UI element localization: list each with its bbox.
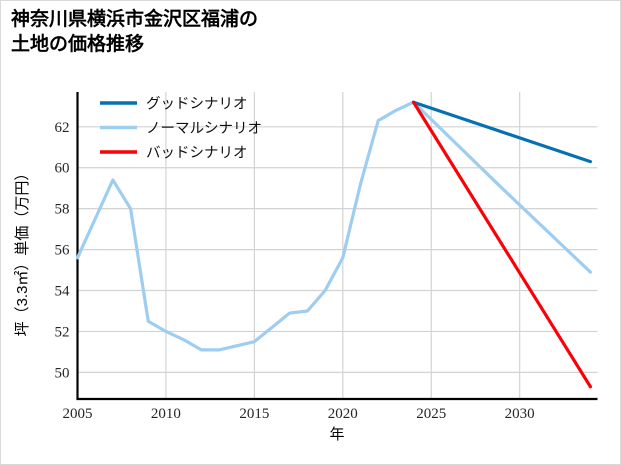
axis-spines [76,92,598,401]
y-tick-label: 50 [55,365,70,381]
y-tick-label: 62 [55,120,70,136]
x-tick-label: 2005 [63,406,93,422]
y-axis-title: 坪（3.3㎡）単価（万円） [14,166,31,337]
legend-label-bad: バッドシナリオ [146,146,248,162]
legend-label-normal: ノーマルシナリオ [146,121,262,137]
y-tick-label: 54 [55,284,71,300]
series-line-normal [75,100,593,352]
x-tick-label: 2020 [328,406,358,422]
y-tick-label: 56 [55,243,71,259]
x-gridlines-group [76,92,521,399]
series-line-bad [411,100,593,389]
x-axis-title: 年 [329,426,344,443]
x-tick-label: 2010 [151,406,181,422]
legend-label-good: グッドシナリオ [146,96,248,113]
y-axis-tick-labels: 50 52 54 56 58 60 62 [55,120,71,382]
x-tick-label: 2015 [239,406,269,422]
y-tick-label: 58 [55,202,70,218]
series-line-good [411,100,593,164]
y-tick-label: 52 [55,324,70,340]
x-tick-label: 2025 [416,406,446,422]
x-tick-label: 2030 [505,406,535,422]
data-series-group [75,100,593,389]
axis-spine [76,92,598,401]
y-tick-label: 60 [55,161,70,177]
x-axis-tick-labels: 2005 2010 2015 2020 2025 2030 [63,406,535,422]
page-title: 神奈川県横浜市金沢区福浦の 土地の価格推移 [11,9,259,56]
